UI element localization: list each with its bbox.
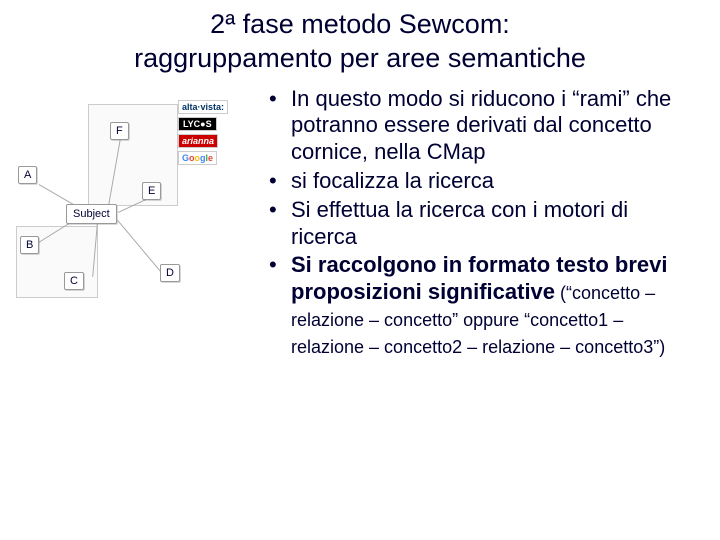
slide-title: 2ª fase metodo Sewcom: raggruppamento pe… bbox=[0, 0, 720, 86]
title-line-2: raggruppamento per aree semantiche bbox=[134, 43, 586, 73]
logo-arianna: arianna bbox=[178, 134, 218, 148]
title-line-1: 2ª fase metodo Sewcom: bbox=[210, 9, 510, 39]
logo-lycos: LYC●S bbox=[178, 117, 217, 131]
line-subject-d bbox=[117, 220, 163, 274]
node-subject: Subject bbox=[66, 204, 117, 224]
logo-google: Google bbox=[178, 151, 217, 165]
bullet-4: Si raccolgono in formato testo brevi pro… bbox=[291, 252, 692, 359]
concept-diagram: Subject A B C D E F alta·vista: LYC●S ar… bbox=[10, 86, 265, 326]
bullet-1: In questo modo si riducono i “rami” che … bbox=[291, 86, 692, 166]
bullet-3: Si effettua la ricerca con i motori di r… bbox=[291, 197, 692, 251]
group-fe bbox=[88, 104, 178, 206]
bullet-list-container: In questo modo si riducono i “rami” che … bbox=[265, 86, 710, 362]
content-row: Subject A B C D E F alta·vista: LYC●S ar… bbox=[0, 86, 720, 362]
node-c: C bbox=[64, 272, 84, 290]
node-e: E bbox=[142, 182, 161, 200]
bullet-list: In questo modo si riducono i “rami” che … bbox=[265, 86, 692, 360]
node-d: D bbox=[160, 264, 180, 282]
node-b: B bbox=[20, 236, 39, 254]
bullet-2: si focalizza la ricerca bbox=[291, 168, 692, 195]
node-a: A bbox=[18, 166, 37, 184]
node-f: F bbox=[110, 122, 129, 140]
logo-altavista: alta·vista: bbox=[178, 100, 228, 114]
